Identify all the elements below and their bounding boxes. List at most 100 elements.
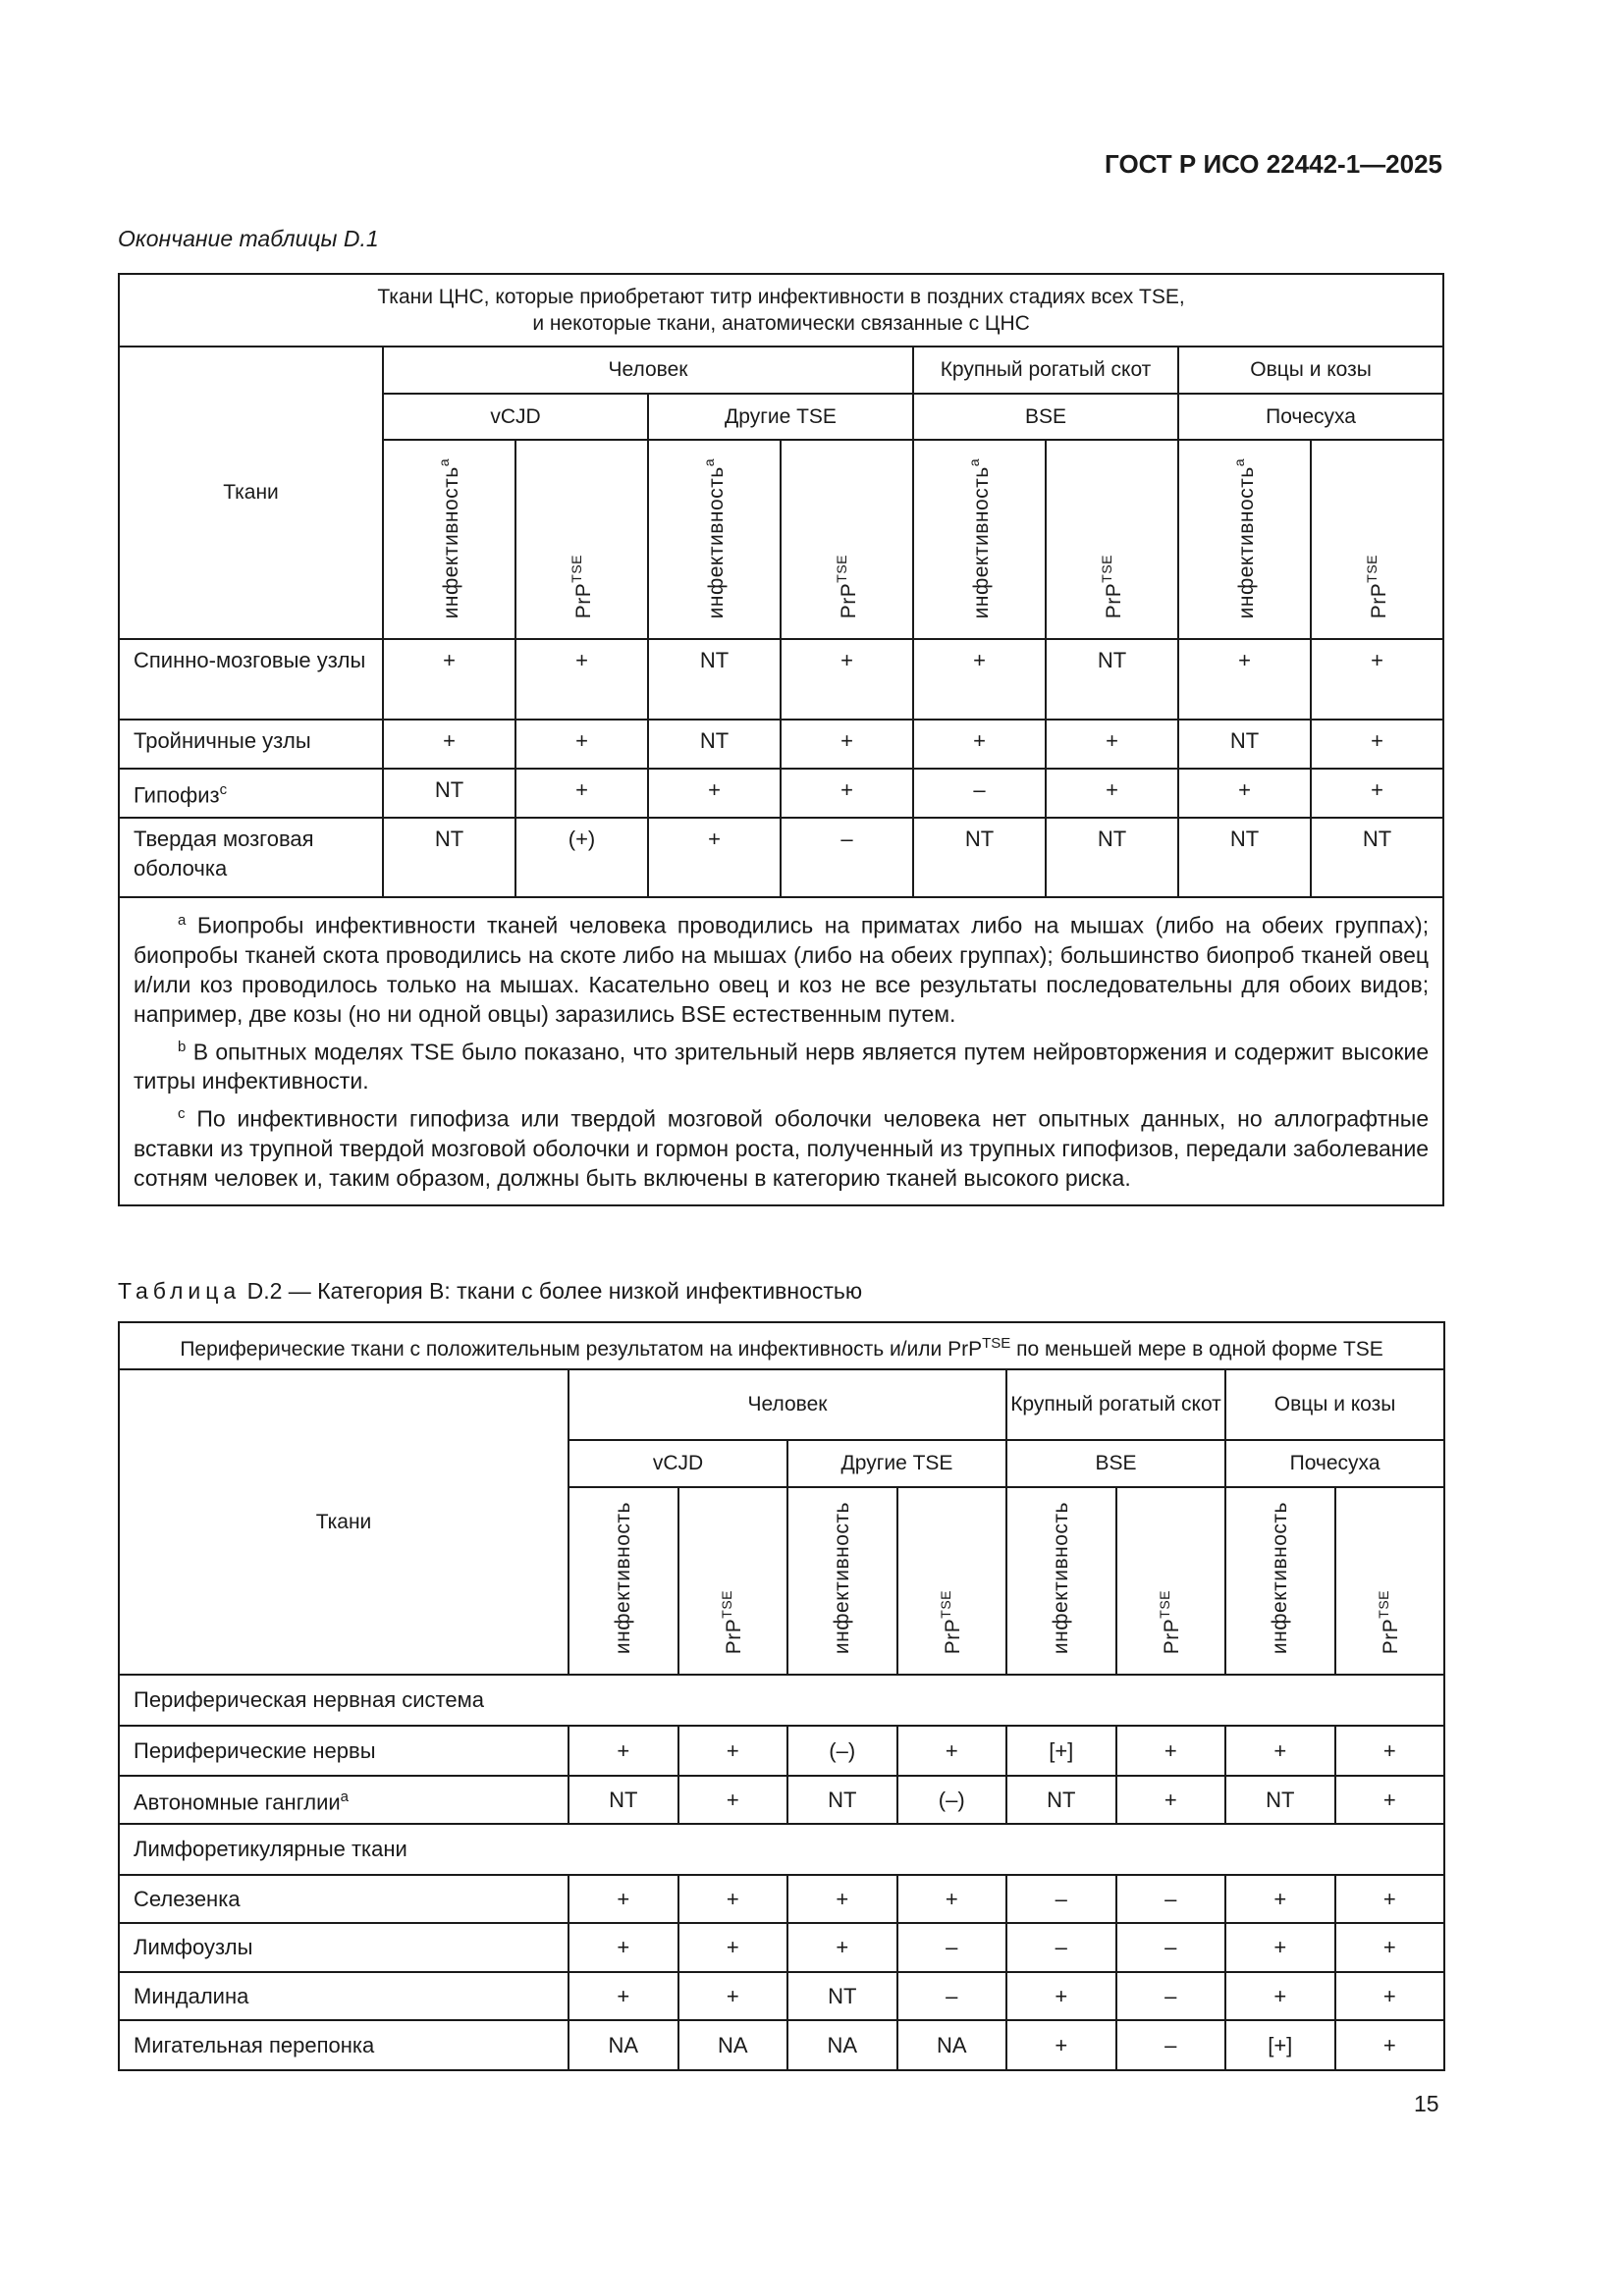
result-cell: NT [382, 768, 516, 819]
infectivity-column-header: инфективностьa [1177, 439, 1312, 640]
tissue-name: Твердая мозговая оболочка [118, 817, 384, 898]
section-row: Периферическая нервная система [117, 1674, 1446, 1728]
result-cell: + [1045, 768, 1179, 819]
prp-column-header: PrPTSE [1309, 439, 1445, 640]
prp-column-header: PrPTSE [514, 439, 649, 640]
measure-header-row: инфективность PrPTSE инфективность PrPTSE ин… [119, 1485, 1446, 1677]
infectivity-label: инфективность [704, 465, 728, 618]
infectivity-label: инфективность [1234, 465, 1258, 618]
disease-subgroup-header: Другие TSE [647, 393, 914, 441]
prp-superscript: TSE [719, 1589, 735, 1619]
tissue-label: Лимфоузлы [134, 1935, 253, 1960]
infectivity-column-header: инфективностьa [647, 439, 782, 640]
table-d2: Периферические ткани с положительным рез… [117, 1321, 1446, 2072]
result-cell: – [1114, 1922, 1226, 1974]
result-cell: + [568, 1971, 679, 2022]
result-cell: NT [786, 1971, 898, 2022]
result-cell: NT [647, 638, 782, 721]
result-cell: NT [647, 719, 782, 770]
title-text: Периферические ткани с положительным рез… [180, 1337, 983, 1361]
table-title: Ткани ЦНС, которые приобретают титр инфе… [117, 273, 1445, 347]
result-cell: NT [1045, 817, 1179, 898]
tissue-label: Селезенка [134, 1886, 241, 1911]
footnote: c По инфективности гипофиза или твердой … [134, 1099, 1429, 1193]
infectivity-column-header: инфективностьa [912, 439, 1047, 640]
disease-subgroup-header: Другие TSE [786, 1439, 1007, 1488]
page-number: 15 [1414, 2091, 1439, 2116]
footnote-ref: a [700, 457, 717, 466]
result-cell: + [677, 1874, 788, 1925]
table-row: Мигательная перепонка NA NA NA NA + – [+] + [118, 2019, 1446, 2072]
result-cell: – [780, 817, 914, 898]
result-cell: NT [1177, 817, 1312, 898]
infectivity-label: инфективность [1268, 1502, 1291, 1655]
infectivity-label: инфективность [439, 465, 462, 618]
result-cell: NT [1005, 1775, 1117, 1826]
result-cell: + [895, 1874, 1007, 1925]
table-row: Спинно-мозговые узлы + + NT + + NT + + [118, 638, 1445, 721]
table-row: Периферические нервы + + (–) + [+] + + + [118, 1725, 1446, 1778]
species-group-header: Овцы и козы [1223, 1368, 1446, 1441]
result-cell: NA [677, 2019, 788, 2072]
footnote-text: Биопробы инфективности тканей человека п… [134, 912, 1430, 1027]
footnote-ref: a [1230, 457, 1247, 466]
infectivity-label: инфективность [1049, 1502, 1072, 1655]
tissue-name: Селезенка [118, 1874, 569, 1925]
prp-superscript: TSE [1157, 1589, 1173, 1619]
tissue-name: Автономные ганглииa [118, 1775, 569, 1826]
prp-superscript: TSE [1363, 554, 1380, 583]
result-cell: + [1005, 2019, 1117, 2072]
footnote-ref: a [965, 457, 982, 466]
tissue-label: Твердая мозговая оболочка [134, 827, 314, 881]
tissue-label: Автономные ганглии [134, 1789, 341, 1815]
table-row: Лимфоузлы + + + – – – + + [118, 1922, 1446, 1974]
table-title-row: Периферические ткани с положительным рез… [117, 1321, 1446, 1370]
result-cell: – [895, 1971, 1007, 2022]
infectivity-column-header: инфективность [1005, 1485, 1117, 1677]
disease-subgroup-header: BSE [912, 393, 1179, 441]
tissue-label: Тройничные узлы [134, 728, 311, 753]
result-cell: + [1114, 1725, 1226, 1778]
result-cell: + [382, 719, 516, 770]
tissue-label: Гипофиз [134, 782, 220, 808]
prp-label: PrP [837, 582, 860, 618]
result-cell: + [1114, 1775, 1226, 1826]
result-cell: – [1114, 1874, 1226, 1925]
result-cell: + [568, 1922, 679, 1974]
result-cell: + [912, 719, 1047, 770]
measure-header-row: инфективностьa PrPTSE инфективностьa PrPTSE… [119, 439, 1445, 640]
result-cell: + [1333, 1874, 1446, 1925]
result-cell: + [514, 638, 649, 721]
prp-column-header: PrPTSE [1114, 1485, 1226, 1677]
tissue-name: Гипофизc [118, 768, 384, 819]
footnote-text: По инфективности гипофиза или твердой мо… [134, 1105, 1430, 1191]
disease-subgroup-header: BSE [1005, 1439, 1226, 1488]
tissue-column-header: Ткани [118, 1367, 569, 1677]
result-cell: + [647, 768, 782, 819]
result-cell: – [1005, 1922, 1117, 1974]
species-group-header: Овцы и козы [1176, 346, 1445, 395]
disease-subgroup-header: vCJD [568, 1439, 788, 1488]
footnote-ref: a [435, 457, 452, 466]
result-cell: – [1005, 1874, 1117, 1925]
title-line: и некоторые ткани, анатомически связанны… [532, 312, 1030, 335]
result-cell: (+) [514, 817, 649, 898]
tissue-label: Периферические нервы [134, 1737, 376, 1763]
prp-superscript: TSE [568, 554, 584, 583]
tissue-name: Тройничные узлы [118, 719, 384, 770]
disease-subgroup-header: vCJD [382, 393, 649, 441]
result-cell: + [912, 638, 1047, 721]
caption-prefix: Таблица [118, 1278, 242, 1304]
result-cell: NT [1309, 817, 1445, 898]
tissue-label: Спинно-мозговые узлы [134, 648, 366, 672]
section-row: Лимфоретикулярные ткани [117, 1823, 1446, 1877]
result-cell: – [895, 1922, 1007, 1974]
species-group-header: Человек [382, 346, 914, 395]
result-cell: + [786, 1874, 898, 1925]
title-line: Ткани ЦНС, которые приобретают титр инфе… [377, 286, 1185, 308]
subgroup-header-row: vCJD Другие TSE BSE Почесуха [119, 393, 1445, 441]
prp-label: PrP [723, 1618, 746, 1655]
species-group-header: Человек [568, 1368, 1007, 1441]
prp-label: PrP [571, 582, 595, 618]
result-cell: + [1309, 768, 1445, 819]
